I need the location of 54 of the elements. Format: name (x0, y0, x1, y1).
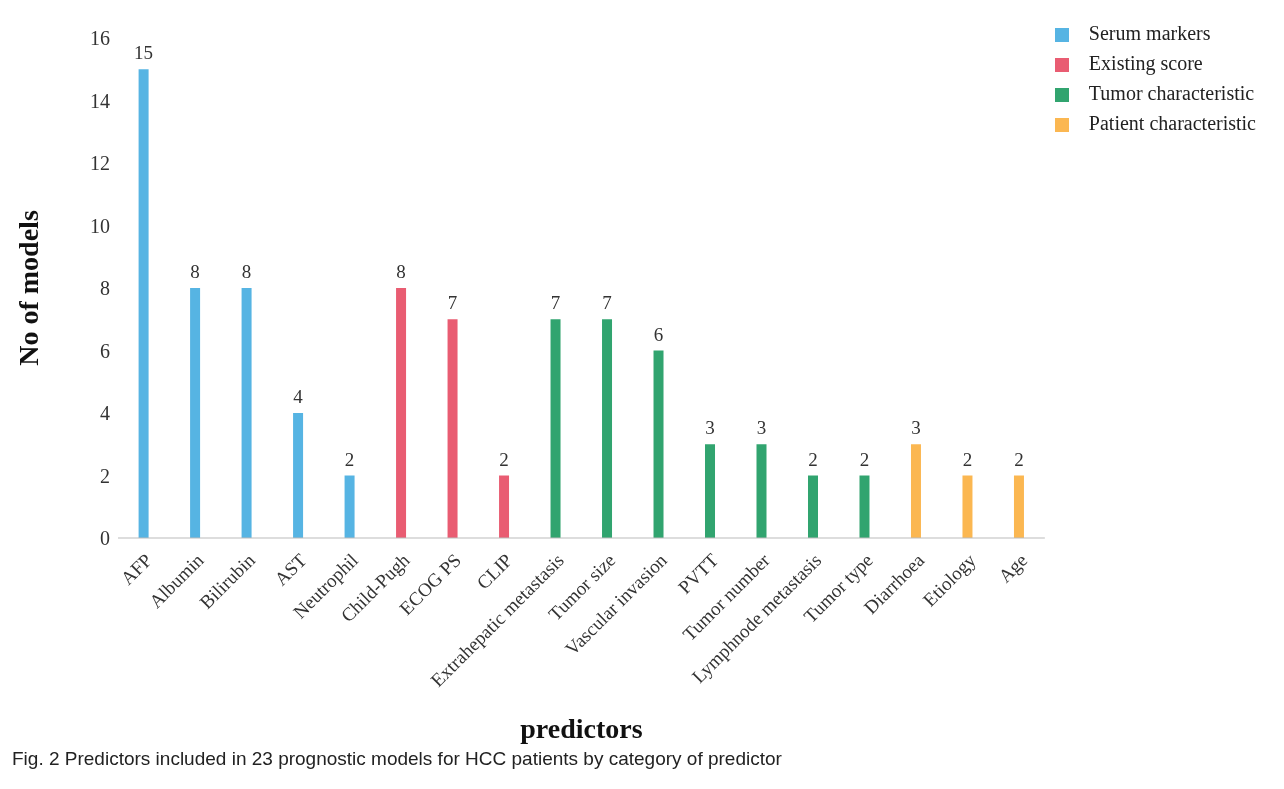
bar (1013, 475, 1024, 538)
x-tick-label: AFP (116, 549, 156, 589)
legend-label: Tumor characteristic (1088, 82, 1255, 104)
data-label: 8 (190, 261, 200, 282)
data-label: 2 (859, 448, 870, 470)
bar (602, 319, 613, 538)
y-tick-label: 2 (100, 464, 110, 487)
bar (190, 288, 201, 538)
bar (859, 475, 870, 538)
y-tick-label: 12 (90, 152, 110, 175)
y-tick-label: 4 (100, 402, 110, 425)
data-label: 15 (134, 42, 154, 64)
data-label: 2 (808, 448, 818, 470)
legend-label: Patient characteristic (1088, 112, 1256, 134)
y-tick-label: 6 (100, 339, 110, 362)
y-tick-label: 8 (100, 277, 110, 300)
legend-label: Serum markers (1088, 22, 1211, 44)
bar (344, 475, 355, 538)
data-label: 2 (344, 448, 355, 470)
data-label: 2 (1014, 448, 1024, 470)
legend-label: Existing score (1088, 52, 1203, 74)
data-label: 7 (550, 292, 561, 314)
bar (499, 475, 510, 538)
bar (550, 319, 561, 538)
bar (396, 288, 407, 538)
bar (756, 444, 767, 538)
x-tick-label: Age (994, 549, 1032, 587)
data-label: 7 (602, 292, 612, 314)
y-tick-label: 14 (90, 89, 110, 112)
y-tick-label: 16 (90, 27, 110, 50)
data-label: 3 (911, 417, 921, 439)
y-tick-label: 10 (90, 214, 110, 237)
bar (705, 444, 716, 538)
data-label: 3 (705, 417, 715, 439)
bar (808, 475, 818, 538)
data-label: 7 (447, 292, 458, 314)
caption: Fig. 2 Predictors included in 23 prognostic models for HCC patients by category of predictor (11, 748, 783, 770)
bar (138, 69, 149, 538)
data-label: 8 (241, 261, 252, 282)
bar (910, 444, 921, 538)
y-axis-title: No of models (12, 210, 44, 366)
data-label: 2 (499, 448, 509, 470)
x-axis-title: predictors (520, 713, 643, 744)
bar (653, 350, 664, 538)
data-label: 4 (293, 386, 304, 407)
data-label: 3 (756, 417, 767, 439)
data-label: 6 (653, 323, 664, 345)
bar (293, 413, 304, 538)
data-label: 2 (962, 448, 973, 470)
bar (962, 475, 973, 538)
bar (241, 288, 252, 538)
y-tick-label: 0 (100, 527, 110, 550)
bar (447, 319, 458, 538)
data-label: 8 (396, 261, 406, 282)
